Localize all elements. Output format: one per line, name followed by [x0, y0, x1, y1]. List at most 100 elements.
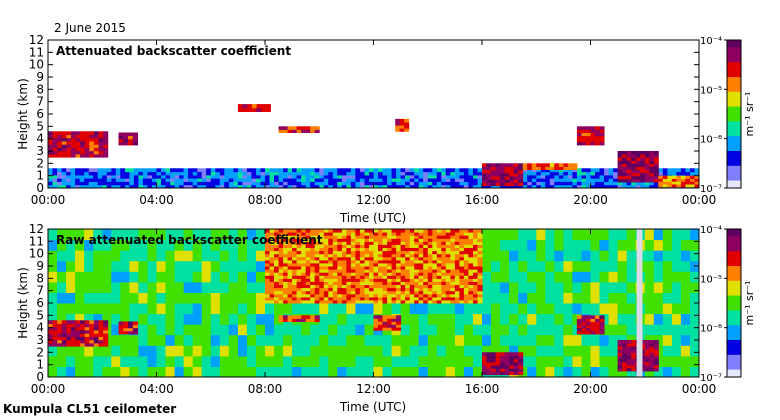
heatmap-cell: [337, 238, 343, 242]
heatmap-cell: [75, 144, 81, 148]
heatmap-cell: [554, 303, 564, 315]
heatmap-cell: [445, 181, 451, 186]
heatmap-cell: [545, 184, 551, 189]
heatmap-cell: [314, 229, 320, 233]
heatmap-cell: [84, 342, 90, 347]
heatmap-cell: [256, 104, 262, 109]
heatmap-cell: [590, 366, 600, 378]
y-tick-label: 1: [36, 358, 44, 372]
heatmap-cell: [292, 238, 298, 242]
heatmap-cell: [138, 292, 148, 304]
heatmap-cell: [676, 184, 682, 188]
colorbar-swatch: [727, 238, 741, 242]
heatmap-cell: [473, 366, 483, 378]
heatmap-cell: [323, 278, 329, 282]
heatmap-cell: [314, 244, 320, 248]
heatmap-cell: [491, 303, 501, 315]
heatmap-cell: [118, 321, 124, 326]
heatmap-cell: [237, 345, 248, 357]
heatmap-cell: [649, 349, 655, 353]
heatmap-cell: [473, 313, 483, 325]
heatmap-cell: [355, 303, 365, 315]
heatmap-cell: [170, 168, 176, 173]
heatmap-cell: [165, 181, 171, 186]
heatmap-cell: [626, 172, 632, 177]
heatmap-cell: [287, 259, 293, 264]
heatmap-cell: [314, 278, 320, 282]
heatmap-cell: [328, 259, 334, 264]
heatmap-cell: [102, 345, 112, 357]
colorbar-swatch: [727, 96, 741, 100]
heatmap-cell: [319, 269, 325, 273]
colorbar-swatch: [727, 253, 741, 257]
heatmap-cell: [369, 232, 374, 236]
heatmap-cell: [283, 259, 289, 264]
heatmap-cell: [680, 345, 691, 357]
heatmap-cell: [93, 147, 99, 152]
heatmap-cell: [409, 253, 415, 258]
colorbar-swatch: [727, 183, 741, 187]
heatmap-cell: [332, 247, 338, 252]
heatmap-cell: [314, 174, 320, 179]
heatmap-cell: [283, 247, 289, 252]
heatmap-cell: [251, 181, 257, 186]
heatmap-cell: [287, 256, 293, 261]
heatmap-cell: [183, 313, 194, 325]
heatmap-cell: [373, 269, 379, 273]
heatmap-cell: [283, 232, 289, 236]
heatmap-cell: [387, 168, 393, 173]
heatmap-cell: [201, 324, 212, 336]
heatmap-cell: [518, 172, 524, 177]
heatmap-cell: [414, 178, 420, 182]
heatmap-cell: [350, 247, 356, 252]
colorbar-tick-label: 10⁻⁴: [700, 36, 722, 47]
heatmap-cell: [373, 174, 379, 179]
heatmap-cell: [378, 281, 383, 285]
heatmap-cell: [70, 171, 76, 176]
y-tick-label: 10: [29, 58, 44, 72]
heatmap-cell: [278, 250, 284, 255]
heatmap-cell: [482, 229, 492, 241]
heatmap-cell: [441, 238, 447, 242]
heatmap-cell: [364, 238, 370, 242]
heatmap-cell: [188, 184, 194, 189]
heatmap-cell: [636, 333, 640, 338]
heatmap-cell: [305, 241, 311, 245]
heatmap-cell: [450, 247, 456, 252]
heatmap-cell: [649, 340, 655, 344]
heatmap-cell: [332, 259, 338, 264]
heatmap-cell: [165, 171, 171, 176]
heatmap-cell: [576, 129, 582, 133]
heatmap-cell: [283, 318, 289, 322]
heatmap-cell: [599, 181, 605, 186]
colorbar-swatch: [727, 49, 741, 53]
heatmap-cell: [445, 253, 451, 258]
heatmap-cell: [631, 178, 637, 183]
heatmap-cell: [640, 346, 646, 350]
colorbar-tick-label: 10⁻⁵: [700, 274, 722, 285]
heatmap-cell: [355, 174, 361, 179]
heatmap-cell: [183, 345, 194, 357]
heatmap-cell: [450, 232, 456, 236]
heatmap-cell: [436, 235, 442, 239]
heatmap-cell: [93, 131, 99, 135]
heatmap-cell: [491, 182, 496, 187]
heatmap-cell: [237, 104, 244, 109]
x-ticks: 00:00 04:00 08:00 12:00 16:00 20:00 00:00: [31, 40, 716, 207]
heatmap-cell: [567, 174, 573, 179]
heatmap-cell: [228, 239, 239, 251]
heatmap-cell: [644, 313, 655, 325]
heatmap-cell: [332, 235, 338, 239]
heatmap-cell: [305, 178, 311, 182]
heatmap-cell: [382, 355, 392, 367]
heatmap-cell: [387, 178, 393, 182]
heatmap-cell: [639, 312, 643, 316]
heatmap-cell: [129, 174, 135, 179]
heatmap-cell: [504, 352, 510, 356]
heatmap-cell: [639, 367, 643, 372]
heatmap-cell: [359, 235, 365, 239]
heatmap-cell: [418, 290, 424, 295]
heatmap-cell: [283, 253, 289, 258]
heatmap-cell: [554, 178, 560, 182]
heatmap-cell: [201, 281, 212, 293]
